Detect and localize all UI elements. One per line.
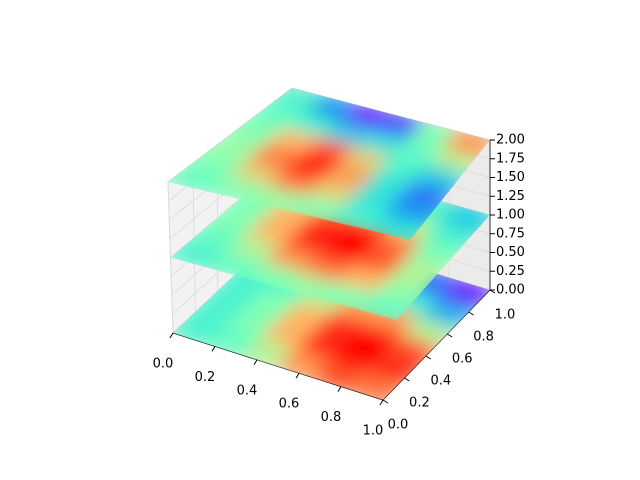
x-tick-label: 0.2 bbox=[195, 370, 216, 385]
y-tick bbox=[468, 311, 474, 316]
x-tick-label: 0.8 bbox=[321, 410, 342, 425]
y-tick-label: 1.0 bbox=[495, 308, 516, 323]
y-tick bbox=[425, 355, 432, 360]
x-tick bbox=[253, 359, 258, 366]
z-tick-label: 2.00 bbox=[496, 133, 525, 148]
z-tick-label: 0.50 bbox=[496, 245, 525, 260]
z-tick-label: 0.75 bbox=[496, 226, 525, 241]
x-tick bbox=[337, 386, 342, 392]
x-tick-label: 0.0 bbox=[153, 357, 174, 372]
y-tick bbox=[382, 399, 389, 404]
x-tick bbox=[211, 346, 216, 352]
z-tick-label: 1.50 bbox=[496, 170, 525, 185]
z-tick-label: 0.25 bbox=[496, 264, 525, 279]
y-tick-label: 0.2 bbox=[409, 396, 430, 411]
z-tick-label: 1.25 bbox=[496, 189, 525, 204]
y-tick-label: 0.0 bbox=[388, 418, 409, 433]
y-tick-label: 0.6 bbox=[452, 352, 473, 367]
y-tick bbox=[446, 333, 453, 338]
z-tick-label: 1.75 bbox=[496, 151, 525, 166]
z-tick-label: 1.00 bbox=[496, 208, 525, 223]
x-tick-label: 0.4 bbox=[237, 383, 258, 398]
x-tick bbox=[379, 399, 384, 406]
x-tick bbox=[295, 372, 300, 379]
y-tick-label: 0.4 bbox=[430, 374, 451, 389]
x-tick bbox=[169, 332, 174, 339]
x-tick-label: 0.6 bbox=[279, 397, 300, 412]
y-tick-label: 0.8 bbox=[473, 330, 494, 345]
x-tick-label: 1.0 bbox=[363, 424, 384, 439]
z-tick-label: 0.00 bbox=[496, 283, 525, 298]
y-tick bbox=[404, 377, 410, 382]
